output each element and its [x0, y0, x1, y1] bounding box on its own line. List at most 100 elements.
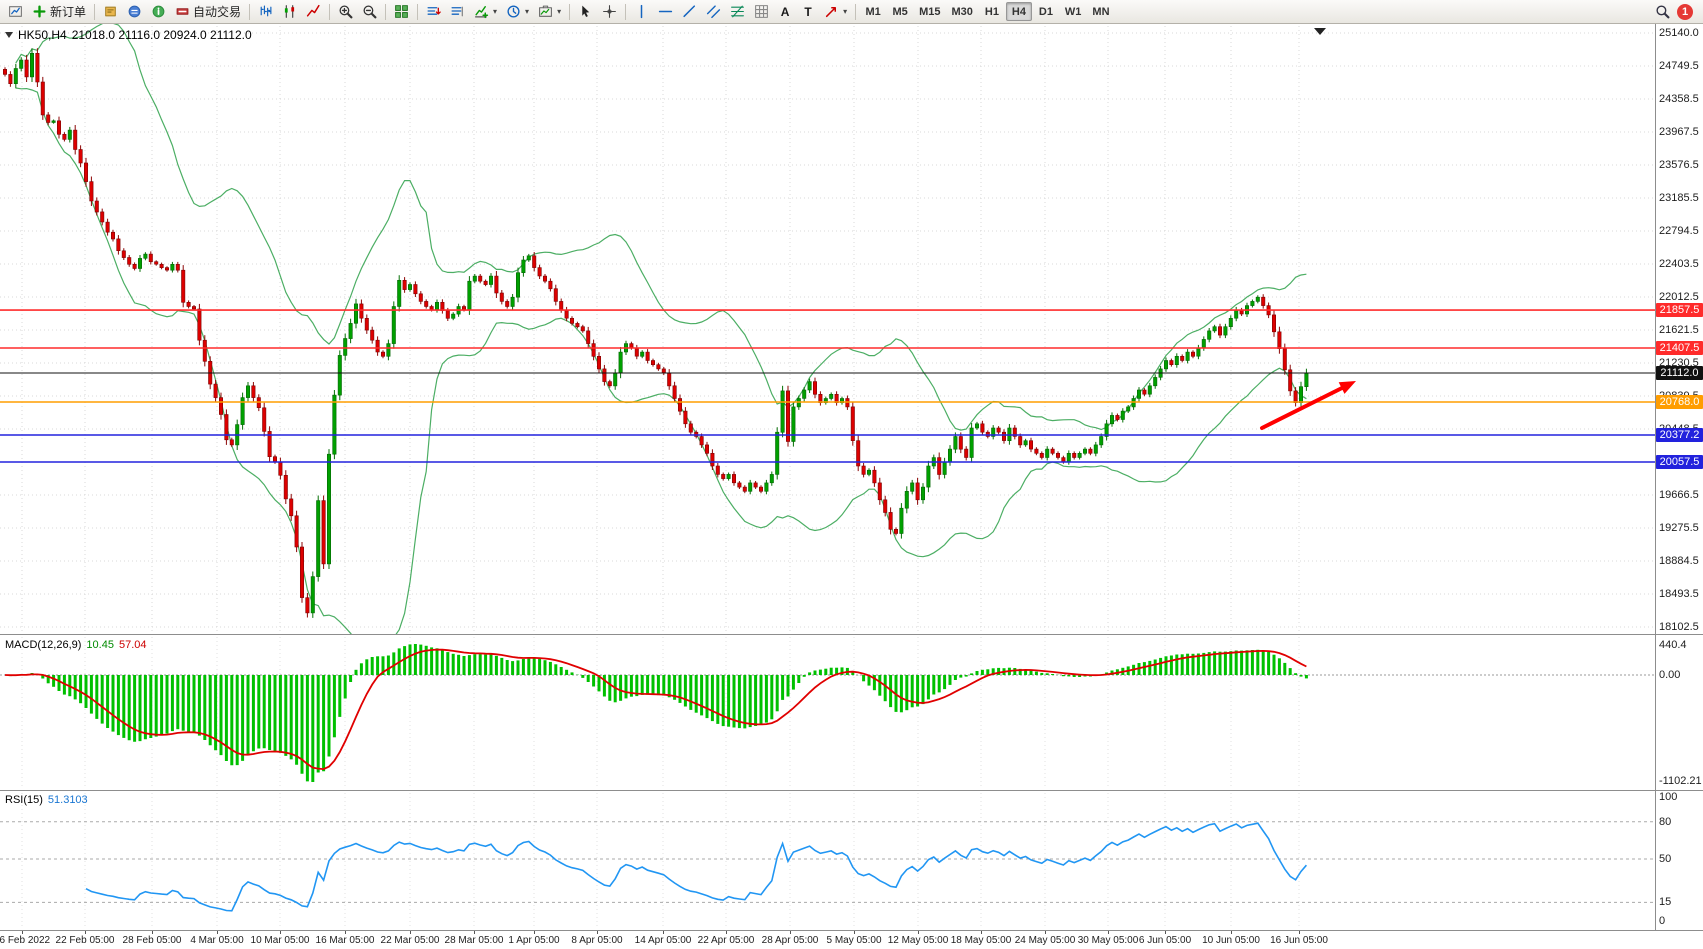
auto-trading-button[interactable]: 自动交易	[171, 2, 245, 22]
objects-grid-button[interactable]	[750, 2, 773, 22]
time-axis-label: 10 Mar 05:00	[250, 935, 310, 946]
chartshift-icon	[451, 6, 463, 17]
price-level-badge: 21112.0	[1656, 365, 1703, 380]
community-button[interactable]	[123, 2, 146, 22]
line-chart-button[interactable]	[302, 2, 325, 22]
timeframe-m15-button[interactable]: M15	[914, 2, 945, 21]
toolbar-separator	[329, 3, 331, 20]
timeframe-w1-button[interactable]: W1	[1060, 2, 1087, 21]
price-axis-label: 22794.5	[1659, 224, 1699, 237]
price-axis-label: 23185.5	[1659, 191, 1699, 204]
price-axis-label: 24749.5	[1659, 59, 1699, 72]
zoom-in-button[interactable]	[334, 2, 357, 22]
rsi-label: RSI(15) 51.3103	[5, 794, 88, 806]
text-button[interactable]: A	[774, 2, 796, 22]
bars-icon	[260, 5, 272, 17]
time-axis-label: 16 Jun 05:00	[1270, 935, 1328, 946]
crosshair-button[interactable]	[598, 2, 621, 22]
market-button[interactable]	[99, 2, 122, 22]
time-tick	[790, 931, 791, 934]
tile-windows-button[interactable]	[390, 2, 413, 22]
time-axis-label: 10 Jun 05:00	[1202, 935, 1260, 946]
toolbar-separator	[569, 3, 571, 20]
rsi-axis-label: 100	[1659, 791, 1678, 803]
search-button[interactable]	[1651, 2, 1674, 22]
auto-scroll-button[interactable]	[422, 2, 445, 22]
price-axis-label: 21621.5	[1659, 323, 1699, 336]
autotrade-icon	[176, 8, 189, 15]
time-axis[interactable]: 16 Feb 2022 22 Feb 05:00 28 Feb 05:00 4 Mar…	[0, 931, 1656, 949]
timeframe-h1-button[interactable]: H1	[979, 2, 1005, 21]
time-tick	[280, 931, 281, 934]
grid-layer	[0, 26, 1655, 632]
price-chart-pane[interactable]	[0, 24, 1656, 634]
timeframe-h4-button[interactable]: H4	[1005, 2, 1032, 21]
timeframe-m1-button[interactable]: M1	[860, 2, 886, 21]
rsi-value: 51.3103	[47, 794, 88, 806]
vline-icon	[640, 4, 643, 19]
price-axis-label: 25140.0	[1659, 27, 1699, 39]
vertical-line-button[interactable]	[630, 2, 653, 22]
candlestick-chart-button[interactable]	[278, 2, 301, 22]
time-tick	[345, 931, 346, 934]
macd-histogram	[8, 644, 1308, 782]
time-axis-label: 22 Mar 05:00	[380, 935, 440, 946]
zoomout-icon	[363, 5, 377, 19]
new-order-button[interactable]: 新订单	[28, 2, 90, 22]
chart-shift-button[interactable]	[446, 2, 469, 22]
chart-ohlc-values: 21018.0 21116.0 20924.0 21112.0	[71, 28, 252, 42]
price-level-badge: 21857.5	[1656, 303, 1703, 318]
linechart-icon	[306, 4, 320, 17]
macd-indicator-pane[interactable]	[0, 635, 1656, 790]
horizontal-levels[interactable]	[0, 309, 1655, 463]
time-axis-label: 5 May 05:00	[826, 935, 882, 946]
toolbar-separator	[855, 3, 857, 20]
price-level-badge: 20057.5	[1656, 454, 1703, 469]
horizontal-line-button[interactable]	[654, 2, 677, 22]
time-axis-label: 1 Apr 05:00	[508, 935, 560, 946]
tile-icon	[395, 5, 408, 18]
trend-arrow[interactable]	[1260, 381, 1356, 430]
time-axis-label: 16 Mar 05:00	[315, 935, 375, 946]
pane-separator[interactable]	[0, 790, 1703, 791]
price-axis[interactable]: 25140.0 24749.5 24358.5 23967.5 23576.5 23185…	[1656, 0, 1703, 949]
channel-button[interactable]	[702, 2, 725, 22]
time-axis-label: 28 Mar 05:00	[444, 935, 504, 946]
toolbar-separator	[417, 3, 419, 20]
chart-shift-marker[interactable]	[1314, 28, 1326, 35]
zoom-out-button[interactable]	[358, 2, 381, 22]
timeframe-mn-button[interactable]: MN	[1087, 2, 1114, 21]
time-tick	[1108, 931, 1109, 934]
label-button[interactable]: T	[797, 2, 819, 22]
cursor-button[interactable]	[574, 2, 597, 22]
price-axis-label: 22012.5	[1659, 290, 1699, 303]
cursor-icon	[582, 5, 590, 17]
macd-axis-label: 0.00	[1659, 669, 1681, 681]
candles-icon	[284, 5, 295, 18]
notifications-badge[interactable]: 1	[1677, 3, 1693, 20]
chart-marker-icon	[5, 32, 13, 38]
pane-separator[interactable]	[0, 634, 1703, 635]
shapes-button[interactable]: ▾	[820, 2, 851, 22]
time-tick	[1299, 931, 1300, 934]
chart-window-button[interactable]	[4, 2, 27, 22]
fibonacci-button[interactable]	[726, 2, 749, 22]
time-tick	[217, 931, 218, 934]
fibo-icon	[731, 5, 745, 18]
timeframe-d1-button[interactable]: D1	[1033, 2, 1059, 21]
timeframe-m5-button[interactable]: M5	[887, 2, 913, 21]
time-axis-label: 18 May 05:00	[950, 935, 1012, 946]
time-tick	[474, 931, 475, 934]
pane-separator	[0, 930, 1703, 931]
trendline-button[interactable]	[678, 2, 701, 22]
rsi-indicator-pane[interactable]	[0, 791, 1656, 930]
bar-chart-button[interactable]	[254, 2, 277, 22]
timeframe-m30-button[interactable]: M30	[947, 2, 978, 21]
periods-button[interactable]: ▾	[502, 2, 533, 22]
macd-main-value: 10.45	[86, 639, 114, 651]
templates-button[interactable]: ▾	[534, 2, 565, 22]
indicators-button[interactable]: ▾	[470, 2, 501, 22]
template-icon	[539, 5, 552, 17]
mql5-button[interactable]	[147, 2, 170, 22]
toolbar-separator	[385, 3, 387, 20]
